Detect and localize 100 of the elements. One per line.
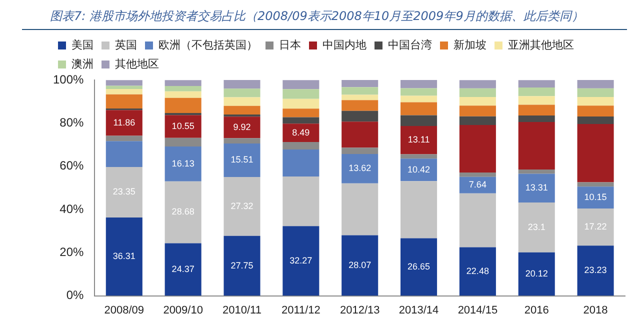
bar — [342, 154, 378, 184]
bar — [518, 252, 555, 296]
y-tick-label: 100% — [52, 72, 84, 86]
data-label: 15.51 — [230, 154, 254, 165]
bar — [577, 116, 614, 124]
bar — [518, 174, 555, 203]
bar — [164, 181, 202, 244]
bar — [577, 186, 614, 209]
bar — [577, 88, 614, 98]
y-tick-label: 40% — [60, 202, 84, 216]
bar — [224, 106, 260, 115]
bar — [342, 235, 378, 296]
bar — [224, 176, 260, 236]
bar — [518, 116, 555, 122]
bar — [518, 80, 555, 88]
bar — [282, 117, 320, 124]
bar — [518, 202, 555, 252]
bar — [342, 148, 378, 154]
bar — [342, 122, 378, 148]
legend-label: 新加坡 — [454, 38, 486, 52]
x-tick-label: 2016 — [524, 304, 549, 316]
bar — [577, 246, 614, 296]
data-label: 13.62 — [348, 163, 372, 174]
y-tick-label: 80% — [60, 115, 84, 130]
bar — [282, 142, 320, 150]
legend-label: 中国台湾 — [388, 38, 432, 52]
bar — [106, 167, 142, 218]
data-label: 20.12 — [525, 268, 548, 279]
legend-label: 欧洲（不包括英国） — [158, 38, 258, 52]
x-tick-label: 2012/13 — [340, 304, 380, 316]
bar — [459, 193, 496, 248]
bar — [518, 169, 555, 174]
bar — [106, 94, 142, 108]
bar — [164, 86, 202, 92]
bar — [518, 87, 555, 96]
bar — [164, 243, 202, 296]
legend-label: 英国 — [115, 38, 137, 52]
data-label: 28.68 — [172, 206, 194, 217]
bar — [282, 89, 320, 99]
bar — [106, 80, 142, 86]
legend-label: 其他地区 — [115, 57, 159, 70]
bar — [106, 110, 142, 136]
bar — [282, 150, 320, 177]
bar — [106, 89, 142, 94]
bar — [518, 104, 555, 116]
bar — [400, 154, 438, 159]
bar — [164, 80, 202, 86]
x-tick-label: 2010/11 — [222, 304, 262, 316]
data-label: 13.31 — [525, 182, 548, 193]
bar — [459, 172, 496, 177]
data-label: 23.23 — [584, 265, 607, 276]
bar — [577, 106, 614, 116]
bar — [164, 91, 202, 98]
x-tick-label: 2014/15 — [458, 304, 498, 316]
bar — [400, 88, 438, 96]
data-label: 22.48 — [466, 266, 489, 276]
bar — [342, 110, 378, 122]
bar — [459, 116, 496, 126]
bar — [400, 126, 438, 154]
x-tick-label: 2009/10 — [163, 304, 203, 316]
bar — [400, 80, 438, 88]
bar — [224, 116, 260, 138]
bar — [400, 96, 438, 102]
y-tick-label: 20% — [60, 244, 84, 259]
data-label: 27.32 — [230, 200, 254, 211]
bar — [164, 98, 202, 113]
bar — [342, 94, 378, 100]
legend-label: 澳洲 — [72, 57, 94, 70]
x-tick-label: 2018 — [583, 304, 608, 316]
data-label: 8.49 — [292, 127, 310, 138]
bar — [459, 176, 496, 194]
data-label: 36.31 — [112, 251, 136, 262]
bar — [577, 97, 614, 106]
bar — [342, 183, 378, 236]
legend-label: 中国内地 — [322, 38, 366, 52]
data-label: 16.13 — [172, 158, 194, 168]
data-label: 23.35 — [112, 186, 136, 197]
bar — [459, 106, 496, 116]
bar — [400, 238, 438, 296]
data-label: 23.1 — [528, 222, 546, 232]
legend-label: 亚洲其他地区 — [508, 38, 574, 52]
bar — [400, 181, 438, 238]
data-label: 10.15 — [584, 192, 607, 202]
bar — [400, 102, 438, 116]
data-label: 32.27 — [290, 255, 312, 266]
bar — [282, 80, 320, 90]
bar — [282, 226, 320, 296]
data-label: 11.86 — [113, 117, 136, 128]
bar — [518, 96, 555, 105]
bar — [459, 125, 496, 173]
legend-label: 日本 — [279, 38, 301, 52]
bar — [106, 217, 142, 296]
bar — [459, 97, 496, 106]
bar — [224, 138, 260, 144]
x-tick-label: 2011/12 — [281, 304, 320, 316]
x-tick-label: 2008/09 — [104, 304, 144, 316]
bar — [282, 98, 320, 109]
bar — [224, 88, 260, 98]
bar — [224, 236, 260, 296]
data-label: 26.65 — [408, 262, 430, 272]
